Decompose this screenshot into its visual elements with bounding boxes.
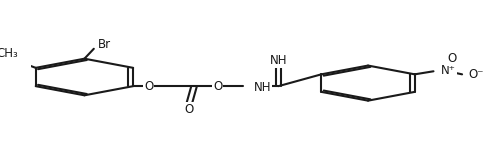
Text: NH: NH (254, 81, 271, 94)
Text: O: O (448, 52, 457, 65)
Text: CH₃: CH₃ (0, 47, 18, 60)
Text: Br: Br (98, 38, 110, 51)
Text: O: O (213, 80, 222, 93)
Text: N⁺: N⁺ (441, 64, 456, 77)
Text: O⁻: O⁻ (468, 68, 484, 81)
Text: NH: NH (270, 55, 287, 67)
Text: O: O (144, 80, 153, 93)
Text: O: O (185, 103, 194, 116)
